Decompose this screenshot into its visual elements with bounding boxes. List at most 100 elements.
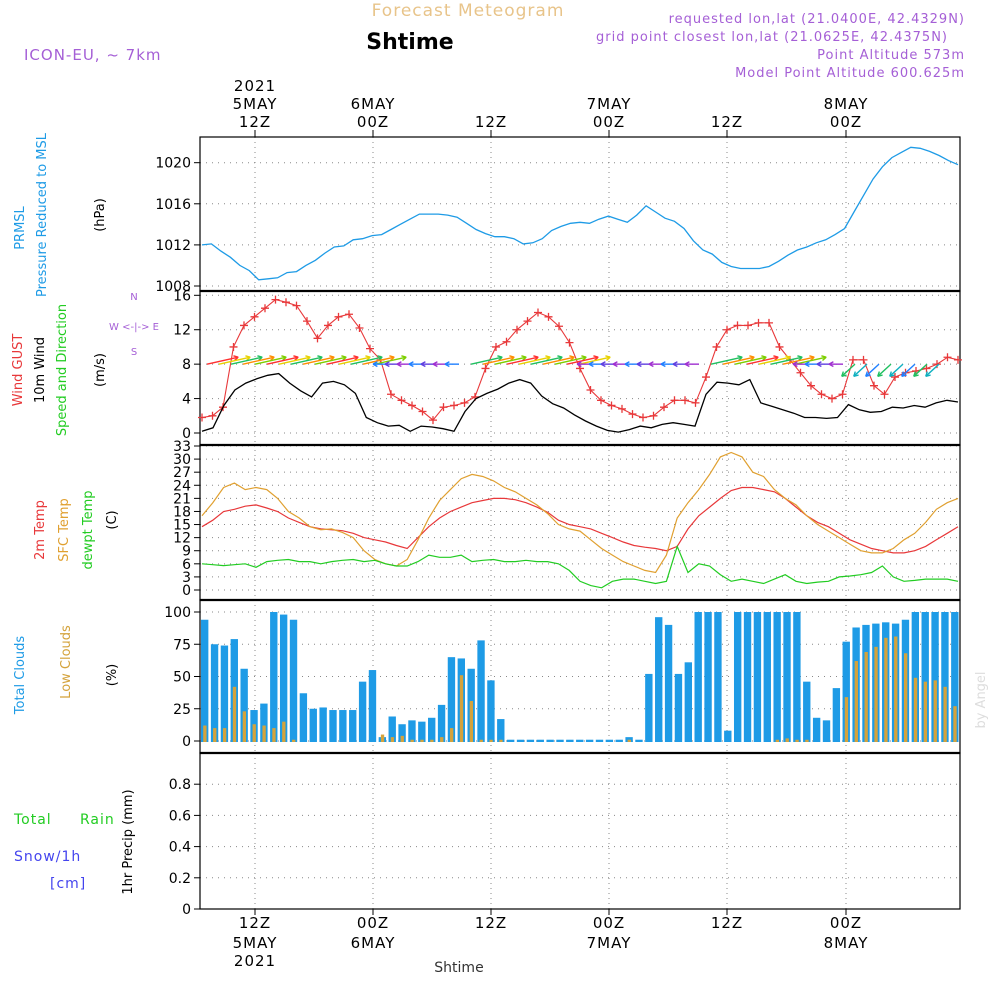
total-cloud-bar	[358, 681, 367, 742]
wind-direction-arrow	[758, 356, 791, 365]
temp-sfc-line	[201, 451, 959, 574]
low-cloud-bar	[854, 661, 858, 742]
gust-marker	[240, 321, 248, 330]
gust-marker	[261, 304, 269, 313]
x-tick-hour-top: 00Z	[593, 113, 625, 131]
total-cloud-bar	[585, 739, 594, 742]
low-cloud-bar	[262, 725, 266, 742]
gust-marker	[534, 308, 542, 317]
low-cloud-bar	[400, 735, 404, 742]
wind-dir-label: Speed and Direction	[55, 304, 70, 436]
wind-arrow-head	[889, 371, 895, 377]
wind-arrow-head	[636, 361, 642, 368]
total-cloud-bar	[329, 710, 337, 742]
dew-label: dewpt Temp	[81, 490, 96, 569]
wind-arrow-head	[821, 355, 827, 361]
total-cloud-bar	[733, 612, 742, 742]
low-cloud-bar	[410, 739, 414, 742]
gust-marker	[807, 381, 815, 390]
footer-location: Shtime	[434, 960, 483, 976]
sfc-label: SFC Temp	[57, 498, 72, 562]
low-cloud-bar	[440, 737, 444, 742]
gust-marker	[523, 317, 532, 326]
wind-arrow-head	[401, 355, 407, 361]
y-tick-label: 0	[182, 902, 191, 918]
low-cloud-bar	[469, 701, 474, 742]
model-label: ICON-EU, ~ 7km	[24, 46, 162, 64]
low-cloud-bar	[232, 686, 237, 742]
gust-marker	[828, 394, 836, 403]
gust-marker	[460, 398, 469, 407]
wind-direction-arrow	[710, 356, 743, 365]
x-tick-date-bottom: 7MAY	[587, 934, 632, 952]
x-tick-date-top: 8MAY	[824, 95, 869, 113]
total-cloud-bar	[664, 624, 673, 742]
gust-marker	[723, 325, 731, 334]
gust-marker	[418, 407, 427, 416]
wind-direction-arrow	[482, 356, 515, 365]
total-cloud-bar	[260, 703, 268, 742]
gust-marker	[198, 413, 206, 422]
y-tick-label: 1020	[155, 156, 191, 172]
total-cloud-bar	[566, 739, 574, 742]
low-cloud-bar	[252, 724, 256, 742]
wind-direction-arrow	[530, 356, 563, 365]
total-cloud-bar	[368, 670, 377, 742]
gust-marker	[439, 403, 448, 412]
total-cloud-bar	[911, 612, 920, 742]
total-cloud-bar	[615, 739, 623, 742]
wind-direction-arrow	[254, 356, 287, 365]
y-tick-label: 0.4	[169, 840, 191, 856]
wind-direction-arrow	[470, 356, 503, 365]
total-cloud-bar	[605, 739, 614, 742]
total-cloud-bar	[674, 673, 683, 742]
wind-direction-arrow	[230, 356, 263, 365]
y-tick-label: 0.6	[169, 808, 191, 824]
low-cloud-bar	[913, 677, 918, 742]
wind-direction-arrow	[542, 356, 575, 365]
gust-label: Wind GUST	[11, 334, 26, 407]
gust-marker	[943, 353, 952, 362]
low-cloud-label: Low Clouds	[59, 625, 74, 699]
total-cloud-bar	[783, 612, 791, 742]
precip-rain-label: Rain	[80, 812, 115, 828]
gust-marker	[670, 396, 679, 405]
y-tick-label: 0	[182, 734, 191, 750]
y-tick-label: 50	[173, 670, 191, 686]
credit-watermark: by Angel	[974, 671, 989, 728]
total-cloud-bar	[684, 662, 693, 742]
gust-marker	[838, 390, 847, 399]
y-tick-label: 1016	[155, 197, 191, 213]
wind-direction-arrow	[374, 356, 407, 365]
gust-marker	[870, 381, 878, 390]
y-tick-label: 4	[182, 392, 191, 408]
total-cloud-bar	[516, 739, 525, 742]
y-tick-label: 0	[182, 426, 191, 442]
low-cloud-bar	[499, 739, 503, 742]
precip-unit: 1hr Precip (mm)	[121, 789, 136, 894]
low-cloud-bar	[222, 728, 227, 742]
x-tick-date-top: 7MAY	[587, 95, 632, 113]
wind-label: 10m Wind	[33, 337, 48, 403]
low-cloud-bar	[874, 646, 878, 742]
wind-direction-arrow	[206, 356, 239, 365]
gust-marker	[429, 416, 437, 425]
total-cloud-bar	[388, 716, 396, 742]
low-cloud-bar	[449, 728, 454, 742]
total-cloud-bar	[437, 704, 446, 742]
wind-arrow-head	[396, 361, 402, 368]
low-cloud-bar	[213, 728, 217, 742]
temp-2m-line	[201, 486, 959, 554]
total-cloud-bar	[625, 737, 633, 742]
y-tick-label: 8	[182, 357, 191, 373]
gust-marker	[859, 355, 868, 364]
total-cloud-bar	[773, 612, 781, 742]
pressure-label-2: Pressure Reduced to MSL	[35, 132, 50, 297]
gridpoint-coords: grid point closest lon,lat (21.0625E, 42…	[596, 30, 948, 45]
wind-arrow-head	[877, 371, 883, 377]
wind-arrow-head	[901, 371, 907, 377]
low-cloud-bar	[844, 697, 849, 742]
location-title: Shtime	[366, 30, 453, 55]
gust-marker	[250, 312, 259, 321]
y-tick-label: 27	[173, 465, 191, 481]
